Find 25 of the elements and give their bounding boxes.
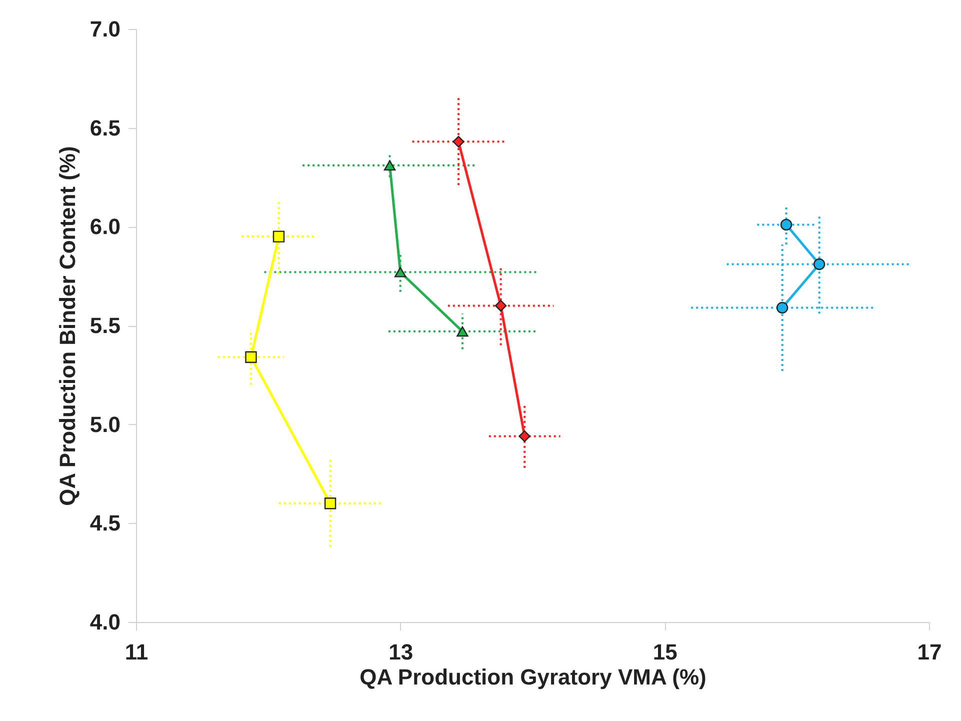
point [384,160,396,171]
point [452,136,464,148]
y-tick-label: 5.5 [90,313,120,338]
x-tick-label: 15 [652,640,678,664]
point [776,302,788,314]
point [494,300,507,312]
x-tick-label: 13 [388,640,414,664]
point [780,218,792,231]
point [324,498,336,510]
y-axis-title: QA Production Binder Content (%) [54,146,80,506]
x-axis-title: QA Production Gyratory VMA (%) [360,664,706,690]
point [272,230,285,242]
x-tick-label: 11 [124,640,148,664]
point [394,266,406,278]
point [813,258,826,270]
y-tick-label: 5.0 [90,412,120,437]
y-tick-label: 7.0 [90,16,120,42]
point [518,430,530,442]
y-tick-label: 6.0 [90,214,120,240]
y-tick-label: 6.5 [90,115,120,140]
y-tick-label: 4.0 [90,610,120,634]
y-tick-label: 4.5 [90,510,120,536]
x-tick-label: 17 [917,640,942,664]
point [456,326,468,337]
point [245,351,257,363]
